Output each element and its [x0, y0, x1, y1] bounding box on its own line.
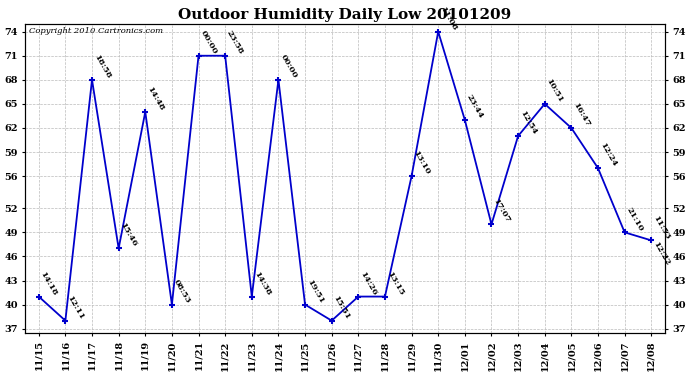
Text: 16:47: 16:47	[571, 101, 591, 128]
Text: 00:00: 00:00	[279, 53, 298, 80]
Text: 13:15: 13:15	[385, 270, 405, 297]
Text: 13:10: 13:10	[411, 149, 432, 176]
Text: 21:10: 21:10	[624, 206, 644, 232]
Text: 14:26: 14:26	[358, 270, 379, 297]
Text: 11:08: 11:08	[438, 5, 458, 32]
Text: 17:07: 17:07	[491, 197, 512, 224]
Text: 14:48: 14:48	[146, 85, 166, 112]
Text: 00:00: 00:00	[199, 29, 219, 56]
Text: 10:51: 10:51	[544, 77, 565, 104]
Text: 12:11: 12:11	[66, 294, 86, 321]
Text: 23:44: 23:44	[465, 93, 485, 120]
Title: Outdoor Humidity Daily Low 20101209: Outdoor Humidity Daily Low 20101209	[179, 9, 511, 22]
Text: 14:18: 14:18	[39, 270, 59, 297]
Text: 14:38: 14:38	[252, 270, 272, 297]
Text: 15:46: 15:46	[119, 222, 139, 248]
Text: 18:58: 18:58	[92, 53, 112, 80]
Text: 12:54: 12:54	[518, 109, 538, 136]
Text: 19:51: 19:51	[305, 278, 325, 304]
Text: 23:58: 23:58	[225, 29, 245, 56]
Text: 11:53: 11:53	[651, 213, 671, 240]
Text: 08:53: 08:53	[172, 278, 192, 304]
Text: 12:22: 12:22	[651, 240, 671, 267]
Text: Copyright 2010 Cartronics.com: Copyright 2010 Cartronics.com	[28, 27, 163, 35]
Text: 15:51: 15:51	[332, 294, 352, 321]
Text: 12:24: 12:24	[598, 141, 618, 168]
